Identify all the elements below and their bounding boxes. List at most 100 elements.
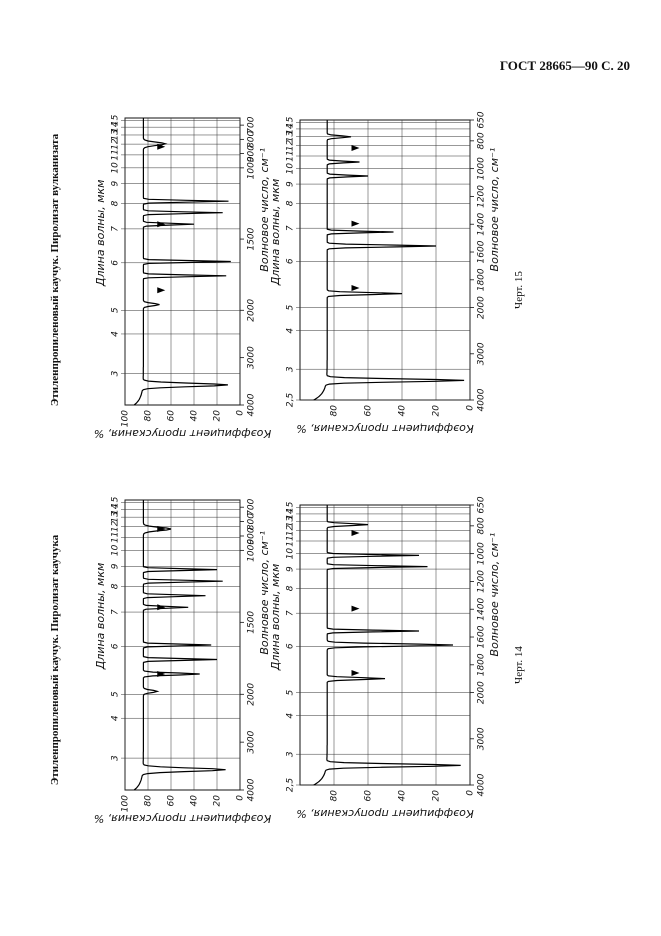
wavelength-tick: 10: [111, 544, 121, 556]
wavelength-tick: 10: [286, 163, 296, 175]
wavelength-tick: 14: [111, 503, 121, 515]
figure-label: Черт. 14: [513, 646, 525, 684]
wavelength-tick: 6: [111, 260, 121, 266]
transmittance-label: Коэффициент пропускания, %: [94, 812, 271, 825]
wavenumber-tick: 4000: [477, 773, 487, 796]
transmittance-tick: 0: [466, 405, 476, 411]
wavenumber-tick: 1400: [477, 597, 487, 620]
transmittance-tick: 100: [121, 795, 131, 812]
wavenumber-tick: 650: [477, 111, 487, 128]
wavenumber-tick: 800: [477, 517, 487, 534]
transmittance-tick: 20: [213, 410, 223, 422]
wavelength-tick: 9: [286, 181, 296, 187]
wavelength-tick: 4: [286, 328, 296, 334]
wavelength-tick: 5: [111, 307, 121, 313]
peak-arrow: [351, 530, 360, 536]
wavelength-tick: 13: [286, 131, 296, 143]
wavelength-label: Длина волны, мкм: [269, 179, 282, 287]
wavelength-tick: 2,5: [286, 393, 296, 408]
caption: Этиленпропиленовый каучук. Пиролизат вул…: [49, 133, 61, 406]
transmittance-tick: 40: [398, 405, 408, 417]
wavenumber-tick: 3000: [477, 342, 487, 365]
transmittance-tick: 80: [330, 405, 340, 417]
wavelength-label: Длина волны, мкм: [94, 563, 107, 671]
spectrum-curve: [313, 505, 461, 786]
wavelength-tick: 14: [286, 508, 296, 520]
wavelength-tick: 5: [286, 304, 296, 310]
wavenumber-tick: 2000: [477, 296, 487, 319]
wavenumber-tick: 1000: [477, 157, 487, 180]
wavelength-tick: 7: [111, 226, 121, 232]
transmittance-tick: 0: [236, 795, 246, 801]
wavenumber-tick: 2000: [477, 681, 487, 704]
wavenumber-tick: 4000: [247, 393, 257, 416]
wavenumber-tick: 1500: [247, 611, 257, 634]
wavelength-tick: 12: [286, 524, 296, 536]
transmittance-tick: 40: [190, 795, 200, 807]
wavelength-tick: 6: [286, 643, 296, 649]
wavelength-tick: 8: [111, 200, 121, 206]
wavelength-tick: 9: [286, 566, 296, 572]
wavenumber-tick: 700: [247, 498, 257, 515]
wavelength-tick: 4: [286, 713, 296, 719]
wavenumber-tick: 1000: [477, 542, 487, 565]
peak-arrow: [351, 670, 360, 676]
peak-arrow: [351, 285, 360, 291]
wavenumber-tick: 2000: [247, 683, 257, 706]
wavenumber-tick: 4000: [247, 778, 257, 801]
spectrum-panel: 100 80 60 40 20 03456789101112131415400030002…: [94, 114, 271, 440]
transmittance-tick: 40: [190, 410, 200, 422]
wavenumber-label: Волновое число, см⁻¹: [258, 531, 271, 655]
wavelength-tick: 3: [286, 751, 296, 757]
wavelength-tick: 11: [286, 535, 296, 546]
transmittance-tick: 60: [364, 405, 374, 417]
transmittance-label: Коэффициент пропускания, %: [296, 422, 473, 435]
wavelength-tick: 6: [111, 643, 121, 649]
wavelength-tick: 13: [286, 516, 296, 528]
wavenumber-tick: 800: [247, 131, 257, 148]
wavenumber-tick: 1800: [477, 653, 487, 676]
wavenumber-tick: 1000: [247, 156, 257, 179]
wavenumber-tick: 650: [477, 496, 487, 513]
spectrum-panel: 100 80 60 40 20 03456789101112131415400030002…: [94, 496, 271, 825]
wavelength-tick: 7: [286, 225, 296, 231]
wavenumber-tick: 3000: [247, 346, 257, 369]
wavenumber-tick: 700: [247, 116, 257, 133]
wavelength-label: Длина волны, мкм: [269, 564, 282, 672]
wavelength-tick: 3: [286, 366, 296, 372]
wavelength-tick: 12: [111, 520, 121, 532]
transmittance-tick: 40: [398, 790, 408, 802]
figure-label: Черт. 15: [513, 271, 525, 309]
wavelength-tick: 13: [111, 511, 121, 523]
transmittance-tick: 80: [144, 410, 154, 422]
wavelength-tick: 9: [111, 181, 121, 187]
peak-arrow: [351, 605, 360, 612]
wavelength-tick: 5: [286, 689, 296, 695]
wavenumber-label: Волновое число, см⁻¹: [488, 148, 501, 272]
wavelength-tick: 8: [286, 585, 296, 591]
wavelength-tick: 7: [286, 610, 296, 616]
wavelength-tick: 15: [111, 114, 121, 126]
wavelength-tick: 13: [111, 129, 121, 141]
wavelength-tick: 15: [286, 501, 296, 513]
transmittance-label: Коэффициент пропускания, %: [94, 427, 271, 440]
wavelength-tick: 7: [111, 609, 121, 615]
transmittance-label: Коэффициент пропускания, %: [296, 807, 473, 820]
wavelength-tick: 12: [111, 138, 121, 150]
peak-arrow: [157, 604, 166, 611]
wavenumber-tick: 2000: [247, 299, 257, 322]
spectrum-curve: [133, 118, 231, 406]
wavelength-tick: 10: [286, 548, 296, 560]
wavelength-label: Длина волны, мкм: [94, 180, 107, 288]
transmittance-tick: 100: [121, 410, 131, 427]
wavelength-tick: 14: [286, 123, 296, 135]
wavenumber-label: Волновое число, см⁻¹: [488, 533, 501, 657]
spectrum-curve: [133, 500, 226, 791]
transmittance-tick: 0: [466, 790, 476, 796]
peak-arrow: [351, 145, 360, 151]
wavelength-tick: 11: [111, 532, 121, 543]
wavenumber-tick: 1800: [477, 268, 487, 291]
